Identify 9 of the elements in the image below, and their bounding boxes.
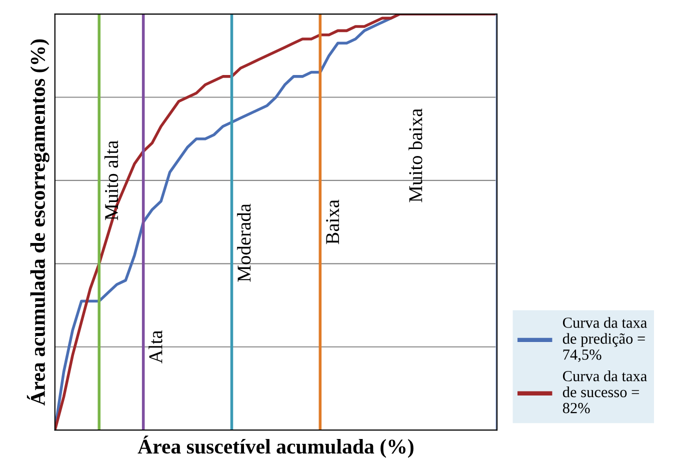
annotation: Alta — [148, 330, 162, 364]
legend-label: Curva da taxa de sucesso = 82% — [562, 370, 647, 414]
legend-label: Curva da taxa de predição = 74,5% — [562, 317, 647, 362]
annotation: Baixa — [326, 200, 340, 244]
x-axis-title: Área suscetível acumulada (%) — [138, 436, 414, 458]
y-axis-title: Área acumulada de escorregamentos (%) — [26, 39, 50, 406]
annotation: Muito baixa — [408, 108, 422, 202]
annotation: Muito alta — [104, 140, 118, 220]
annotation: Moderada — [237, 204, 251, 282]
